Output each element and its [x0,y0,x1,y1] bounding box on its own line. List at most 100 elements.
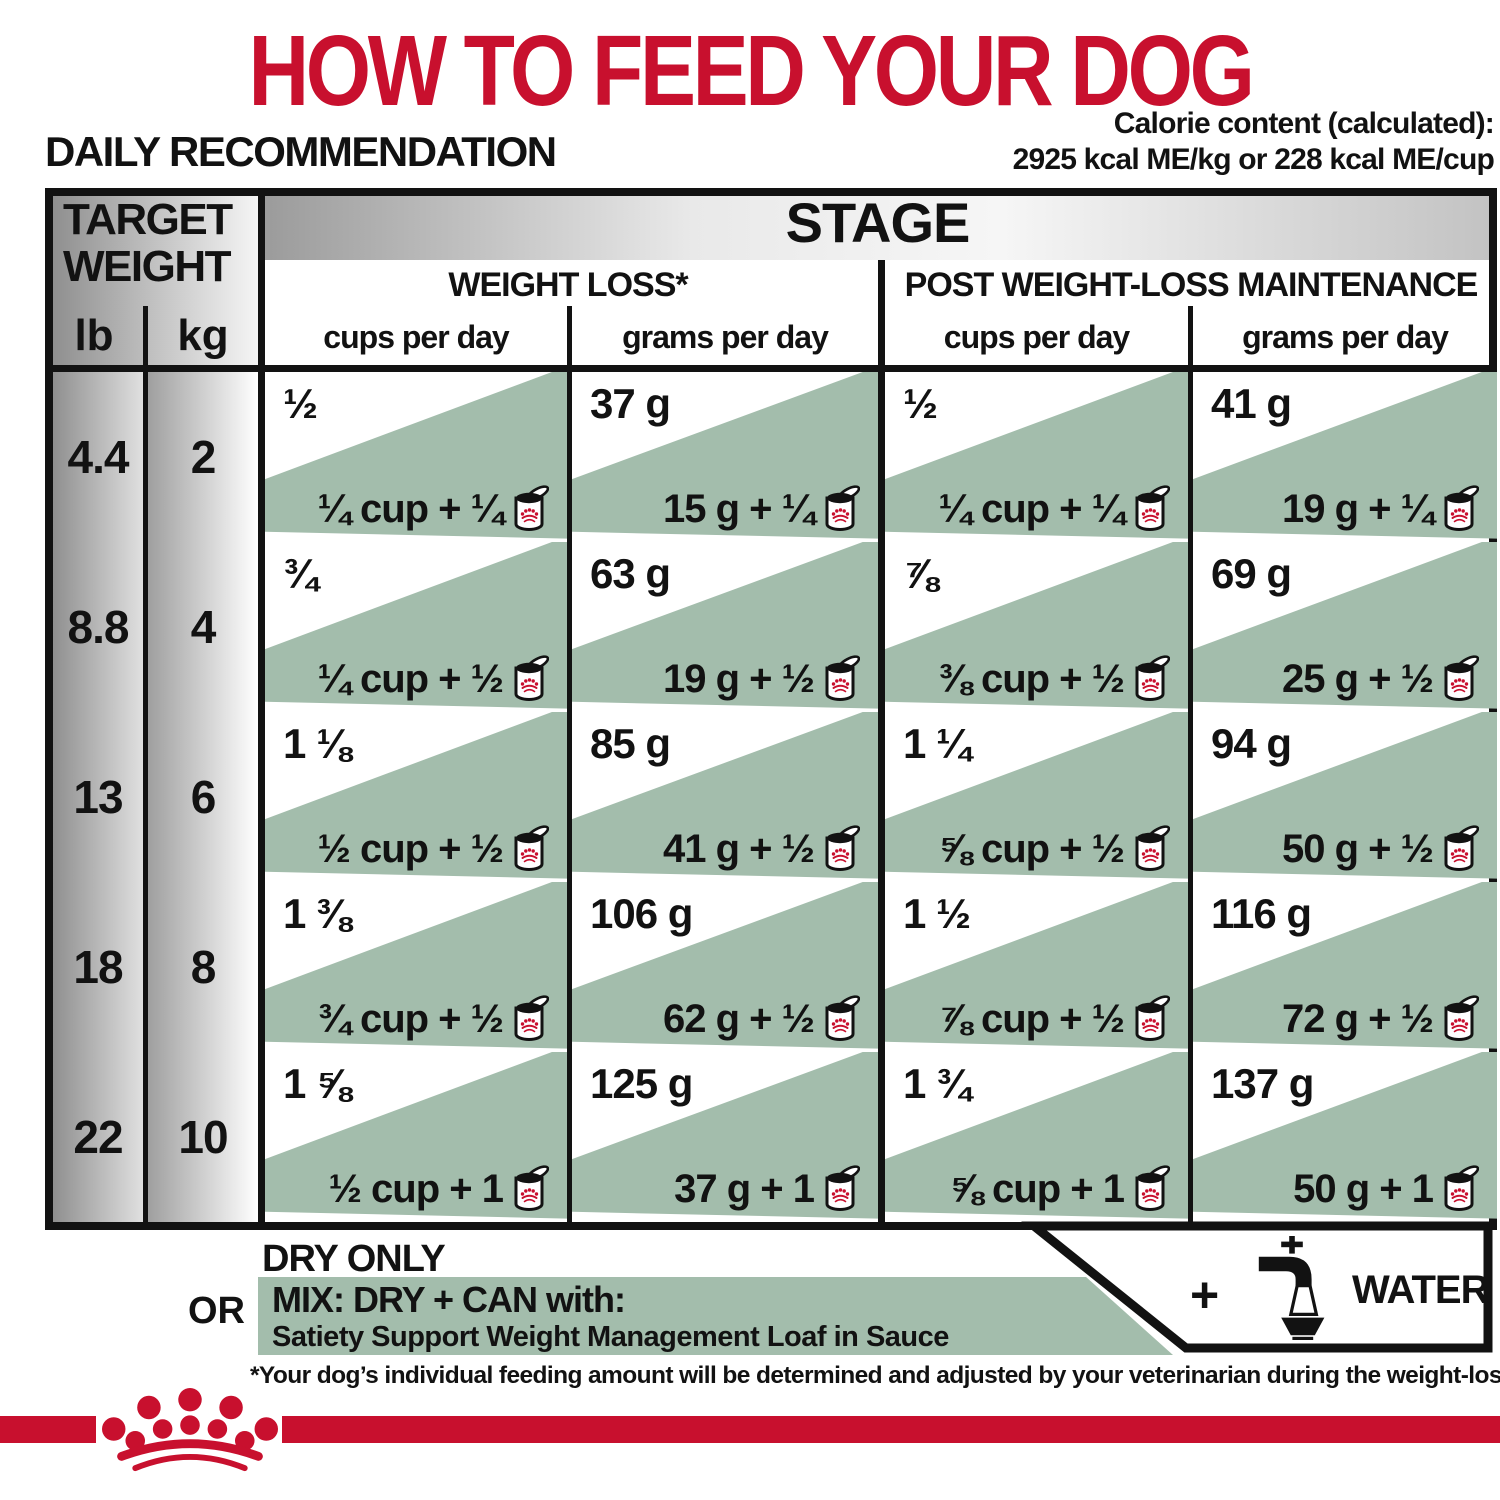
mix-title: MIX: DRY + CAN with: [272,1279,626,1320]
can-icon [822,994,860,1044]
dry-amount: ¾ [283,550,318,597]
dry-amount: 116 g [1211,890,1312,937]
mix-legend-band: MIX: DRY + CAN with: Satiety Support Wei… [258,1277,1173,1355]
footnote: *Your dog’s individual feeding amount wi… [250,1362,1500,1389]
dry-amount: ⅞ [903,550,938,597]
can-icon [1135,1165,1170,1211]
can-icon [511,824,549,874]
kg-value: 2 [190,431,217,483]
col-header-pw-cups: cups per day [943,319,1130,355]
can-icon [514,1165,549,1211]
dry-amount: 1 ⅝ [283,1060,351,1107]
dry-amount: 1 ¾ [903,1060,971,1107]
mix-amount: 62 g + ½ [663,996,815,1041]
cell-wl-cups: ½ ¼ cup + ¼ [265,372,567,542]
stage-band: STAGE [258,188,1497,260]
target-weight-label: TARGET WEIGHT [63,195,233,291]
brand-stripe-left [0,1416,96,1443]
kg-value: 4 [190,601,217,653]
dry-amount: 106 g [590,890,693,937]
table-border-left [45,188,53,1230]
page-title: HOW TO FEED YOUR DOG [248,15,1254,127]
kg-column-background [148,372,258,1222]
can-icon [1135,825,1170,871]
water-callout-shape [1021,1221,1493,1353]
can-icon [1132,484,1170,534]
mix-amount: ½ cup + 1 [328,1166,504,1211]
mix-amount: ¾ cup + ½ [317,996,504,1041]
divider-lb-kg [143,306,148,1222]
plus-sign: + [1190,1267,1220,1323]
can-icon [1441,484,1479,534]
mix-amount: 15 g + ¼ [663,486,815,531]
calorie-content: Calorie content (calculated): 2925 kcal … [1013,106,1495,178]
can-icon [1135,995,1170,1041]
calorie-line1: Calorie content (calculated): [1113,107,1495,140]
lb-value: 18 [73,941,123,993]
can-icon [822,824,860,874]
dry-amount: ½ [903,380,938,427]
lb-value: 13 [73,771,123,823]
can-icon [511,994,549,1044]
col-header-wl-grams: grams per day [622,319,829,355]
divider-wl-cups-grams [567,306,572,1222]
can-icon [1135,655,1170,701]
cell-pw-grams: 94 g 50 g + ½ [1193,712,1497,882]
mix-amount: ½ cup + ½ [317,826,504,871]
cell-wl-grams: 37 g 15 g + ¼ [572,372,878,542]
cell-pw-cups: ⅞ ⅜ cup + ½ [885,542,1188,712]
mix-amount: ¼ cup + ¼ [938,486,1125,531]
cell-pw-grams: 69 g 25 g + ½ [1193,542,1497,712]
dry-amount: 69 g [1211,550,1292,597]
header-bottom-border [45,365,1497,372]
mix-amount: ⅜ cup + ½ [938,656,1125,701]
mix-amount: 19 g + ½ [663,656,815,701]
can-icon [1441,1164,1479,1214]
table-border-bottom [45,1222,1497,1230]
cell-wl-cups: ¾ ¼ cup + ½ [265,542,567,712]
can-icon [1444,825,1479,871]
can-icon [1444,655,1479,701]
dry-amount: 63 g [590,550,671,597]
feeding-table: TARGET WEIGHT lb kg STAGE WEIGHT LOSS* P… [45,188,1497,1230]
can-icon [825,995,860,1041]
mix-amount: 25 g + ½ [1282,656,1434,701]
can-icon [514,485,549,531]
mix-amount: 37 g + 1 [674,1166,815,1211]
stage-post-maintenance-label: POST WEIGHT-LOSS MAINTENANCE [904,266,1479,304]
dry-amount: 125 g [590,1060,693,1107]
divider-wl-pwlm [878,260,885,1222]
cell-wl-cups: 1 ⅛ ½ cup + ½ [265,712,567,882]
stage-label: STAGE [785,191,971,254]
dry-amount: 41 g [1211,380,1292,427]
can-icon [825,825,860,871]
dry-only-label: DRY ONLY [262,1238,446,1280]
can-icon [511,1164,549,1214]
kg-value: 8 [190,941,217,993]
lb-column-background [53,372,143,1222]
mix-amount: 72 g + ½ [1282,996,1434,1041]
mix-amount: 41 g + ½ [663,826,815,871]
cell-wl-cups: 1 ⅜ ¾ cup + ½ [265,882,567,1052]
can-icon [1132,824,1170,874]
cell-wl-grams: 125 g 37 g + 1 [572,1052,878,1222]
mix-amount: ⅞ cup + ½ [938,996,1125,1041]
can-icon [825,485,860,531]
can-icon [511,654,549,704]
can-icon [514,825,549,871]
can-icon [1441,994,1479,1044]
lb-value: 8.8 [67,601,130,653]
or-label: OR [188,1290,245,1332]
can-icon [822,1164,860,1214]
mix-amount: ⅝ cup + 1 [949,1166,1125,1211]
table-border-top [45,188,1497,196]
can-icon [825,1165,860,1211]
can-icon [1444,1165,1479,1211]
divider-weight-stage [258,188,265,1222]
can-icon [1444,485,1479,531]
mix-amount: 19 g + ¼ [1282,486,1434,531]
brand-stripe-right [282,1416,1500,1443]
dry-amount: 1 ⅛ [283,720,351,767]
can-icon [1444,995,1479,1041]
mix-amount: ⅝ cup + ½ [938,826,1125,871]
